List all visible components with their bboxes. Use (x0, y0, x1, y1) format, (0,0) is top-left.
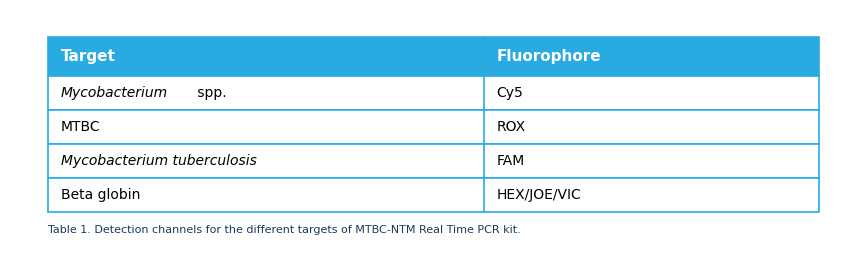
Bar (48, 178, 819, 212)
Text: Mycobacterium tuberculosis: Mycobacterium tuberculosis (61, 154, 257, 168)
Text: HEX/JOE/VIC: HEX/JOE/VIC (497, 188, 582, 202)
Bar (48, 110, 819, 144)
Text: spp.: spp. (193, 86, 227, 100)
Text: FAM: FAM (497, 154, 525, 168)
Text: Beta globin: Beta globin (61, 188, 140, 202)
Text: Fluorophore: Fluorophore (497, 49, 602, 64)
Text: ROX: ROX (497, 120, 525, 134)
Bar (48, 76, 819, 110)
Text: Table 1. Detection channels for the different targets of MTBC-NTM Real Time PCR : Table 1. Detection channels for the diff… (48, 225, 520, 235)
Bar (48, 37, 819, 76)
Text: Cy5: Cy5 (497, 86, 524, 100)
Text: MTBC: MTBC (61, 120, 101, 134)
Text: Target: Target (61, 49, 115, 64)
Bar (48, 144, 819, 178)
Text: Mycobacterium: Mycobacterium (61, 86, 168, 100)
